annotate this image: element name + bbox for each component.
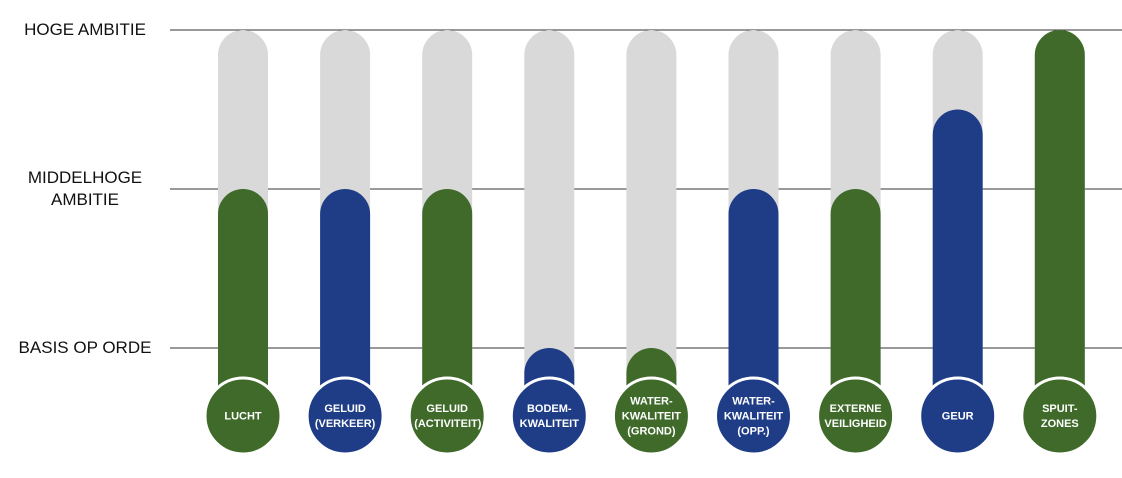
category-label: BODEM-KWALITEIT <box>519 403 579 430</box>
category-label: GEUR <box>941 410 974 423</box>
category-badge <box>203 376 283 456</box>
bar <box>830 189 881 416</box>
track <box>626 30 677 416</box>
category-label: GELUID (ACTIVITEIT) <box>414 403 482 430</box>
category-badge <box>918 376 998 456</box>
bar <box>1034 30 1085 416</box>
bar <box>422 189 473 416</box>
category-badge <box>1020 376 1100 456</box>
bar <box>932 109 983 416</box>
bar <box>218 189 268 416</box>
category-badge <box>714 376 793 456</box>
y-tick-label: HOGE AMBITIE <box>24 20 146 39</box>
bar <box>320 189 371 416</box>
category-badge <box>816 376 896 456</box>
category-badge <box>407 376 487 456</box>
category-badge <box>509 376 589 456</box>
track <box>524 30 575 416</box>
y-tick-label: BASIS OP ORDE <box>18 338 152 357</box>
category-badge <box>611 376 691 456</box>
category-label: WATER-KWALITEIT (GROND) <box>621 395 682 438</box>
category-label: GELUID (VERKEER) <box>314 403 376 430</box>
category-label: SPUIT-ZONES <box>1040 403 1079 430</box>
category-badge <box>305 376 385 456</box>
y-tick-label: MIDDELHOGE AMBITIE <box>27 168 143 209</box>
category-label: LUCHT <box>224 410 262 423</box>
category-label: EXTERNE VEILIGHEID <box>824 403 887 430</box>
category-label: WATER-KWALITEIT (OPP.) <box>723 395 784 438</box>
bar <box>728 189 779 416</box>
